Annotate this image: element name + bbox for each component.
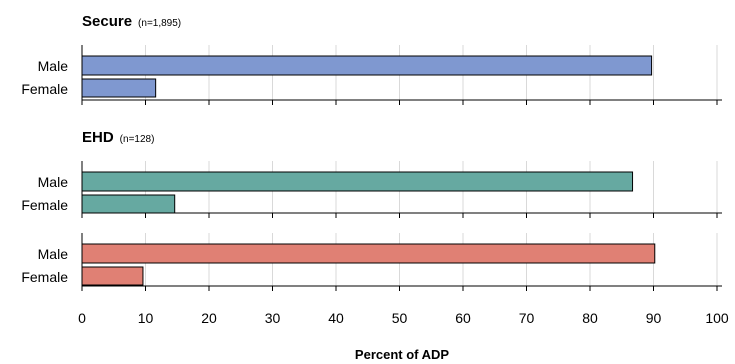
x-axis: 0 10 20 30 40 50 60 70 80 90 100 [78, 310, 729, 326]
category-label: Male [38, 174, 69, 190]
panel-0: Secure (n=1,895) Male Female [21, 13, 722, 105]
category-label: Female [21, 81, 68, 97]
x-tick-label: 60 [455, 310, 471, 326]
bar-male [81, 55, 653, 76]
panel-sample-size: (n=1,895) [138, 18, 181, 29]
bar-male [81, 171, 634, 192]
panel-sample-size: (n=128) [120, 134, 155, 145]
bar-male [81, 243, 656, 264]
category-label: Male [38, 246, 69, 262]
x-tick-label: 80 [582, 310, 598, 326]
panel-1: EHD (n=128) Male Female [21, 129, 722, 218]
category-label: Male [38, 58, 69, 74]
panel-2: Male Female [21, 233, 722, 291]
bar-female [81, 266, 144, 286]
x-tick-label: 10 [138, 310, 154, 326]
x-tick-label: 30 [265, 310, 281, 326]
x-tick-label: 90 [646, 310, 662, 326]
x-tick-label: 20 [201, 310, 217, 326]
x-tick-label: 70 [519, 310, 535, 326]
bar-female [81, 78, 157, 98]
x-tick-label: 100 [705, 310, 729, 326]
x-tick-label: 0 [78, 310, 86, 326]
category-label: Female [21, 197, 68, 213]
bar-female [81, 194, 176, 214]
x-tick-label: 50 [392, 310, 408, 326]
x-tick-label: 40 [328, 310, 344, 326]
x-axis-title: Percent of ADP [355, 347, 449, 362]
chart-panels: Secure (n=1,895) Male Female EHD (n=128) Male F… [21, 13, 722, 291]
panel-title: Secure (n=1,895) [82, 13, 181, 30]
category-label: Female [21, 269, 68, 285]
panel-title: EHD (n=128) [82, 129, 154, 146]
